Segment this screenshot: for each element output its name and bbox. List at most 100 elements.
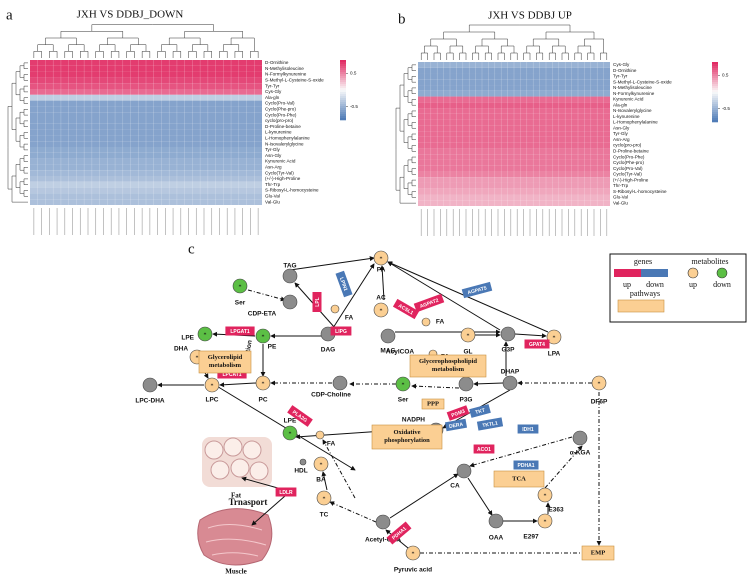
colorbar-step (712, 68, 718, 71)
dendrogram (11, 106, 16, 130)
metabolite-node (546, 329, 562, 345)
colorbar-step (340, 62, 346, 65)
row-label: N-Formylkynurenine (265, 72, 307, 77)
gene-label: TKTL1 (482, 420, 499, 429)
row-label: L-Homophenylalanine (613, 120, 658, 125)
metabolite-node (421, 317, 431, 327)
dendrogram (403, 177, 408, 189)
row-label: Cys-Gly (265, 89, 282, 94)
colorbar-step (712, 104, 718, 107)
dendrogram (526, 45, 534, 53)
dendrogram (19, 141, 24, 148)
node-star: * (412, 551, 415, 557)
dendrogram (399, 176, 404, 191)
colorbar-step (340, 102, 346, 105)
gene-fill (312, 292, 322, 312)
dendrogram (411, 122, 416, 126)
dendrogram (15, 176, 20, 188)
colorbar-step (712, 70, 718, 73)
row-label: Cyclo(Tyr-Val) (613, 172, 642, 177)
dendrogram (23, 158, 28, 162)
dendrogram (234, 51, 239, 58)
dendrogram (23, 135, 28, 139)
dendrogram (430, 38, 444, 46)
metabolite-node (204, 377, 220, 393)
colorbar-step (340, 76, 346, 79)
colorbar-step (712, 116, 718, 119)
dendrogram (450, 52, 454, 60)
dendrogram (443, 31, 470, 39)
row-label: D-Ornithine (265, 60, 289, 65)
legend-swatch (617, 299, 665, 313)
metabolite-node (142, 377, 158, 393)
dendrogram (536, 52, 540, 60)
gene-label: TKT (475, 408, 486, 416)
pathway-box (371, 424, 443, 450)
dendrogram (411, 136, 416, 141)
node-star: * (598, 381, 601, 387)
colorbar-tick-label: 0.5 (350, 71, 357, 76)
arrow (544, 445, 583, 489)
dendrogram (15, 71, 20, 84)
row-label: Thr-Trp (265, 182, 281, 187)
panel-label: a (6, 7, 13, 23)
gene-fill (275, 487, 297, 497)
colorbar-step (712, 62, 718, 65)
dendrogram (161, 51, 166, 58)
dendrogram (203, 51, 208, 58)
dendrogram (437, 52, 441, 60)
dendrogram (146, 51, 151, 58)
dendrogram (574, 52, 578, 60)
gene-box: ACSL1 (392, 298, 420, 320)
dendrogram (395, 107, 400, 150)
dendrogram (23, 100, 28, 104)
dendrogram (45, 44, 54, 52)
colorbar-step (340, 100, 346, 103)
dendrogram (23, 132, 28, 136)
gene-box: LIPG (330, 326, 352, 336)
pathway-label: EMP (591, 549, 605, 556)
metabolite-node (316, 490, 332, 506)
dendrogram (141, 51, 146, 58)
row-label: Asn-Gly (613, 125, 630, 130)
gene-label: LPIN1 (338, 277, 349, 293)
row-label: Asn-Arg (265, 165, 282, 170)
gene-box: IDH1 (517, 424, 539, 434)
dendrogram (242, 37, 255, 52)
dendrogram (484, 52, 489, 60)
row-label: L-kynurenine (265, 130, 292, 135)
dendrogram (37, 51, 42, 58)
dendrogram (399, 108, 404, 132)
dendrogram (407, 159, 412, 166)
arrow (389, 473, 459, 519)
row-label: D-Proline-betaine (265, 124, 301, 129)
dendrogram (411, 168, 416, 172)
gene-fill (476, 417, 504, 431)
metabolite-label: FA (327, 441, 336, 448)
dendrogram (411, 76, 416, 80)
muscle-fiber (205, 524, 267, 557)
colorbar-step (712, 74, 718, 77)
colorbar-step (340, 110, 346, 113)
metabolite-label: FA (345, 315, 354, 322)
gene-box: TKTL1 (476, 417, 504, 431)
dendrogram (584, 38, 594, 46)
gene-label: AGPAT5 (467, 285, 488, 296)
dendrogram (584, 45, 592, 53)
dendrogram (23, 147, 28, 151)
gene-label: IDH1 (522, 427, 534, 433)
legend-label: down (646, 280, 664, 289)
row-label: (+/-)-High-Proline (265, 176, 301, 181)
node-star: * (544, 519, 547, 525)
colorbar-step (340, 72, 346, 75)
gene-box: TKT (469, 404, 491, 418)
colorbar-step (712, 78, 718, 81)
gene-box: AGPAT2 (413, 293, 445, 313)
dendrogram (403, 165, 408, 178)
metabolite-label: HDL (294, 468, 307, 475)
dendrogram (23, 181, 28, 185)
metabolite-node (395, 376, 411, 392)
legend-label: up (689, 280, 697, 289)
metabolite-label: TC (320, 512, 329, 519)
dendrogram (23, 65, 28, 69)
